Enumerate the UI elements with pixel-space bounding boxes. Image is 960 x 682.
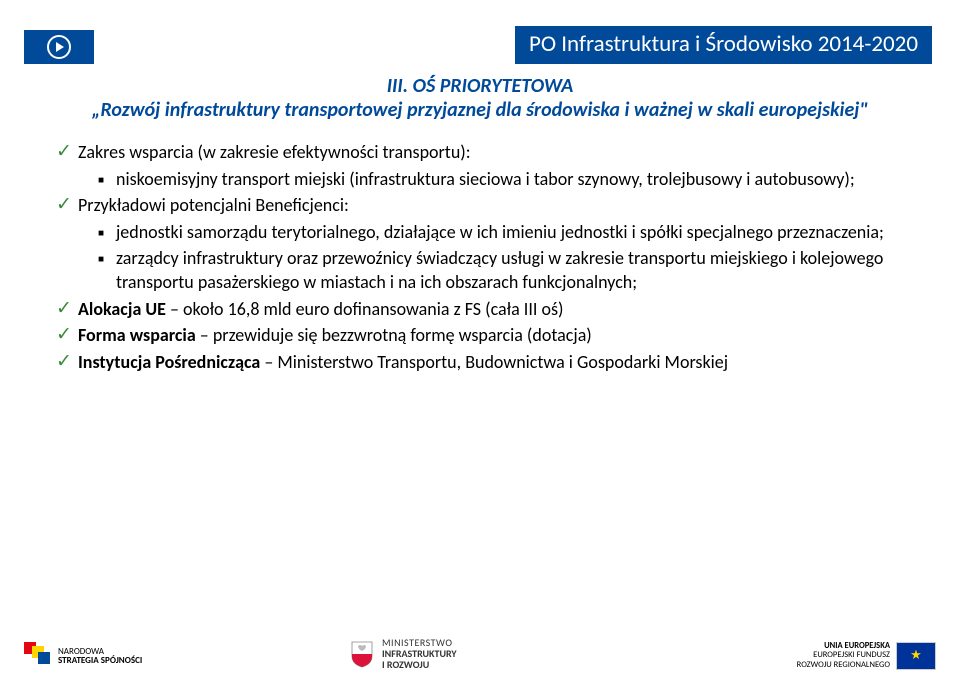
scope-item-text: niskoemisyjny transport miejski (infrast… [116, 167, 904, 191]
bullet-icon: ■ [98, 220, 116, 240]
form-of-support: ✓ Forma wsparcia – przewiduje się bezzwr… [56, 323, 904, 348]
check-icon: ✓ [56, 297, 78, 322]
body-content: ✓ Zakres wsparcia (w zakresie efektywnoś… [56, 140, 904, 377]
beneficiaries: ✓ Przykładowi potencjalni Beneficjenci: [56, 193, 904, 218]
form-label: Forma wsparcia [78, 324, 196, 346]
nss-line2: STRATEGIA SPÓJNOŚCI [58, 656, 142, 665]
bullet-icon: ■ [98, 246, 116, 266]
beneficiary-item: ■ jednostki samorządu terytorialnego, dz… [98, 220, 904, 244]
scope-of-support: ✓ Zakres wsparcia (w zakresie efektywnoś… [56, 140, 904, 165]
page-title: PO Infrastruktura i Środowisko 2014-2020 [515, 26, 932, 64]
footer: NARODOWA STRATEGIA SPÓJNOŚCI MINISTERSTW… [24, 637, 936, 670]
intermediate-body: ✓ Instytucja Pośrednicząca – Ministerstw… [56, 350, 904, 375]
check-icon: ✓ [56, 323, 78, 348]
allocation-text: Alokacja UE – około 16,8 mld euro dofina… [78, 297, 904, 321]
footer-logo-ministry: MINISTERSTWO INFRASTRUKTURY I ROZWOJU [350, 637, 550, 670]
allocation: ✓ Alokacja UE – około 16,8 mld euro dofi… [56, 297, 904, 322]
intermediate-body-value: – Ministerstwo Transportu, Budownictwa i… [260, 351, 728, 373]
eu-flag-icon: ★ [896, 642, 936, 670]
ministry-line3: I ROZWOJU [382, 659, 457, 670]
check-icon: ✓ [56, 193, 78, 218]
section-heading: III. OŚ PRIORYTETOWA „Rozwój infrastrukt… [56, 74, 904, 122]
beneficiaries-label: Przykładowi potencjalni Beneficjenci: [78, 193, 904, 217]
priority-axis-name: „Rozwój infrastruktury transportowej prz… [56, 98, 904, 122]
check-icon: ✓ [56, 140, 78, 165]
header-stripe [24, 30, 94, 64]
beneficiary-item: ■ zarządcy infrastruktury oraz przewoźni… [98, 246, 904, 295]
intermediate-body-label: Instytucja Pośrednicząca [78, 351, 260, 373]
check-icon: ✓ [56, 350, 78, 375]
scope-label: Zakres wsparcia (w zakresie efektywności… [78, 140, 904, 164]
eu-line3: ROZWOJU REGIONALNEGO [797, 661, 890, 670]
allocation-value: – około 16,8 mld euro dofinansowania z F… [166, 298, 564, 320]
nss-icon [24, 642, 52, 670]
priority-axis-label: III. OŚ PRIORYTETOWA [56, 74, 904, 98]
footer-logo-nss: NARODOWA STRATEGIA SPÓJNOŚCI [24, 642, 154, 670]
intermediate-body-text: Instytucja Pośrednicząca – Ministerstwo … [78, 350, 904, 374]
play-icon [46, 34, 72, 60]
allocation-label: Alokacja UE [78, 298, 166, 320]
scope-item: ■ niskoemisyjny transport miejski (infra… [98, 167, 904, 191]
form-text: Forma wsparcia – przewiduje się bezzwrot… [78, 323, 904, 347]
beneficiary-item-text: zarządcy infrastruktury oraz przewoźnicy… [116, 246, 904, 295]
form-value: – przewiduje się bezzwrotną formę wsparc… [196, 324, 592, 346]
beneficiary-item-text: jednostki samorządu terytorialnego, dzia… [116, 220, 904, 244]
bullet-icon: ■ [98, 167, 116, 187]
shield-icon [350, 640, 374, 668]
footer-logo-eu: UNIA EUROPEJSKA EUROPEJSKI FUNDUSZ ROZWO… [746, 642, 936, 670]
